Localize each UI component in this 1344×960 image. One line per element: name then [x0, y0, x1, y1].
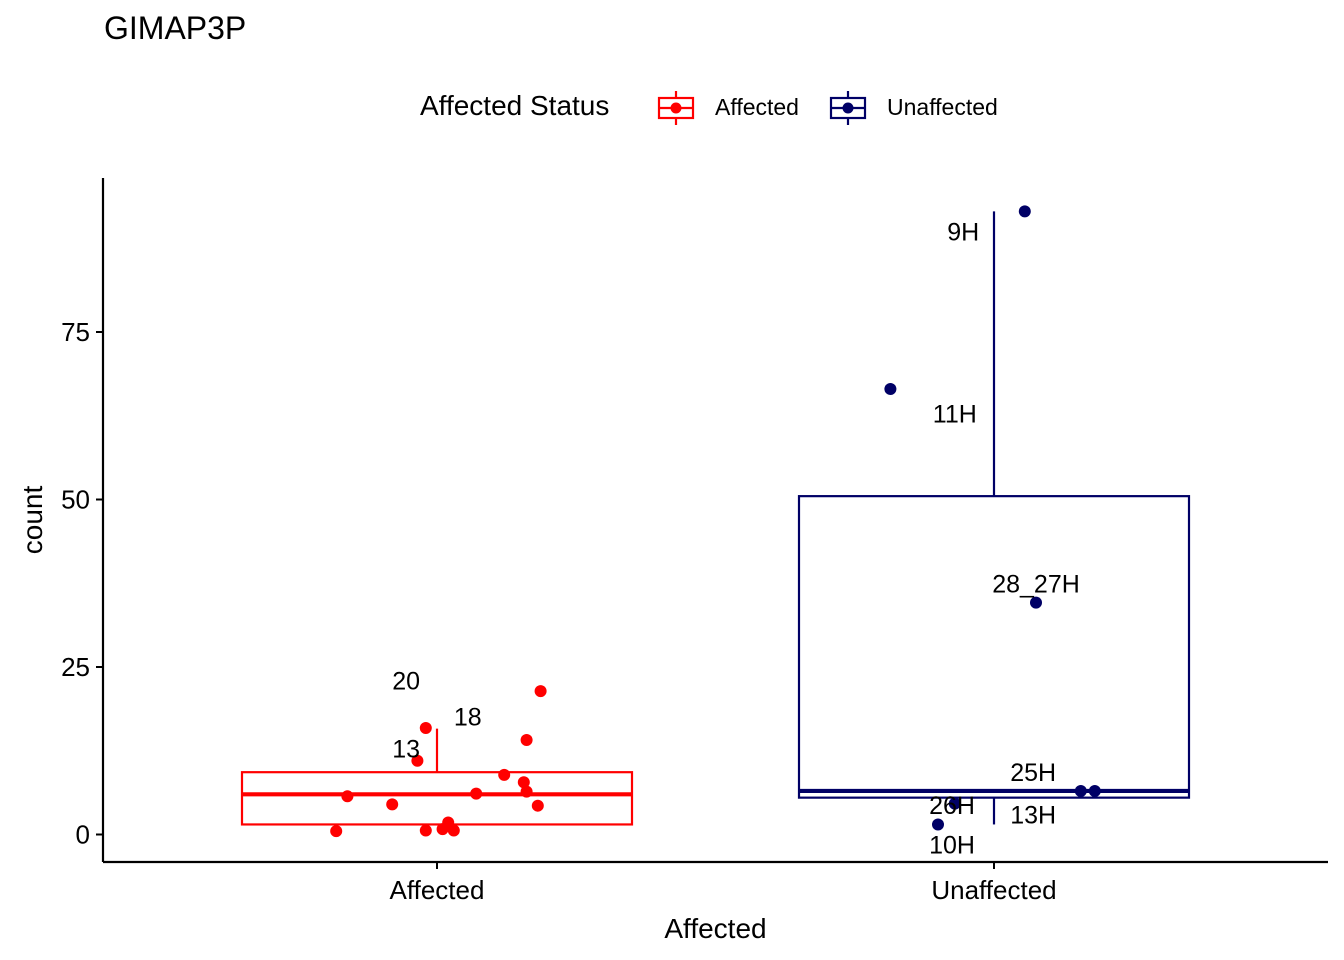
y-tick-label: 0: [76, 820, 90, 850]
unaffected-point-label: 11H: [933, 401, 977, 429]
y-tick-label: 75: [61, 317, 90, 347]
unaffected-point: [1030, 596, 1042, 609]
x-tick-label: Affected: [390, 875, 485, 905]
unaffected-point-label: 9H: [947, 219, 979, 247]
affected-point: [419, 721, 432, 734]
affected-point: [330, 825, 343, 838]
unaffected-point: [1088, 784, 1101, 797]
unaffected-point-label: 25H: [1010, 759, 1056, 787]
affected-point-label: 13: [392, 736, 420, 764]
affected-point: [498, 768, 511, 781]
legend-key-affected: [657, 91, 695, 125]
affected-point: [447, 824, 460, 837]
unaffected-point: [948, 797, 961, 810]
legend: Affected Status Affected Unaffected: [0, 88, 1344, 128]
affected-point: [341, 790, 354, 803]
affected-point-label: 18: [454, 704, 482, 732]
y-axis-title: count: [17, 486, 48, 555]
unaffected-point-label: 28_27H: [992, 570, 1080, 598]
unaffected-point-label: 13H: [1010, 801, 1056, 829]
legend-label-unaffected: Unaffected: [887, 94, 998, 120]
legend-key-unaffected: [829, 91, 867, 125]
unaffected-point: [1074, 784, 1087, 797]
affected-point: [520, 785, 533, 798]
affected-point: [419, 824, 432, 837]
legend-label-affected: Affected: [715, 94, 799, 120]
y-tick-label: 50: [61, 485, 90, 515]
affected-point: [470, 787, 483, 800]
unaffected-box: [797, 495, 1191, 799]
x-axis-title: Affected: [664, 913, 766, 944]
legend-title: Affected Status: [420, 90, 610, 121]
affected-point: [520, 734, 533, 747]
unaffected-point-label: 26H: [929, 792, 975, 820]
affected-point: [534, 685, 547, 698]
unaffected-point: [1018, 205, 1031, 218]
affected-point: [531, 799, 544, 812]
chart-title: GIMAP3P: [104, 10, 247, 46]
affected-point: [517, 776, 530, 789]
y-tick-label: 25: [61, 652, 90, 682]
affected-point: [386, 798, 399, 811]
affected-point-label: 20: [392, 667, 420, 695]
affected-point: [411, 754, 424, 767]
unaffected-point: [932, 818, 944, 831]
x-tick-label: Unaffected: [931, 875, 1056, 905]
unaffected-point: [884, 382, 897, 395]
affected-box: [240, 771, 634, 826]
unaffected-point-label: 10H: [929, 832, 975, 860]
